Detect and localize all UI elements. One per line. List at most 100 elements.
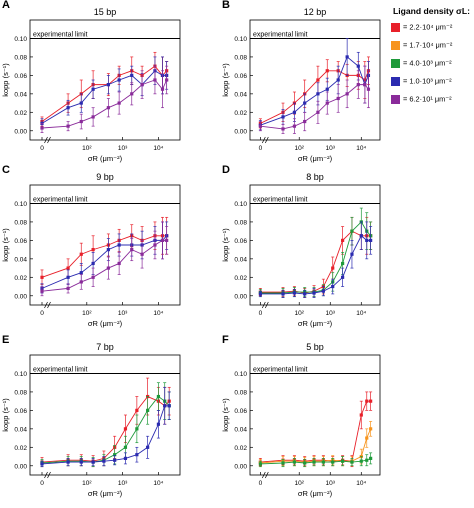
data-point [66,286,70,290]
y-tick-label: 0.10 [14,36,27,43]
data-point [40,275,44,279]
series-2b2bb0 [40,221,169,294]
series-line [41,395,170,463]
axis-break [44,136,48,144]
x-tick-label: 10³ [326,480,336,487]
series-8a2b9a [40,65,169,133]
data-point [165,238,169,242]
legend-item-1: = 2.2·10⁴ μm⁻² [391,22,452,36]
data-point [316,110,320,114]
y-tick-label: 0.04 [234,426,247,433]
data-point [79,252,83,256]
plot-frame [29,184,181,306]
y-axis-label: kopp (s⁻¹) [221,63,230,97]
data-point [292,124,297,128]
series-line [260,400,371,463]
series-2b2bb0 [40,386,171,468]
series-2b2bb0 [258,221,373,298]
data-point [79,271,83,275]
axis-break [47,136,51,144]
x-tick-label: 10² [82,145,92,152]
data-point [369,238,373,242]
x-tick-label: 10⁴ [153,480,163,487]
data-point [146,408,150,412]
data-point [359,413,363,417]
y-tick-label: 0.04 [14,256,27,263]
x-tick-label: 10² [295,310,305,317]
panel-title: 12 bp [304,7,327,17]
data-point [135,427,139,431]
series-2b2bb0 [40,56,169,129]
data-point [292,460,297,464]
data-point [106,266,110,270]
x-tick-label: 0 [259,310,263,317]
y-tick-label: 0.08 [234,54,247,61]
y-tick-label: 0.06 [14,73,27,80]
series-line [260,70,369,124]
series-line [41,65,168,122]
data-point [325,87,329,91]
y-tick-label: 0.00 [14,128,27,135]
series-e8202a [258,216,373,298]
y-tick-label: 0.04 [234,91,247,98]
axis-break [261,136,266,144]
data-point [258,462,262,466]
y-tick-label: 0.00 [14,293,27,300]
y-tick-label: 0.08 [14,54,27,61]
y-tick-label: 0.00 [234,293,247,300]
data-point [156,422,161,426]
data-point [130,92,134,96]
x-axis-label: σR (μm⁻²) [88,489,123,498]
x-tick-label: 10² [295,480,305,487]
data-point [106,106,110,110]
legend-item-2: = 1.7·10⁴ μm⁻² [391,40,452,54]
data-point [91,87,95,91]
data-point [79,460,83,464]
data-point [303,101,307,105]
panel-letter: E [2,334,9,346]
data-point [303,292,307,296]
legend-label: = 2.2·10⁴ μm⁻² [403,22,453,32]
data-point [341,261,345,266]
panel-letter: C [2,164,10,176]
data-point [281,115,285,119]
data-point [91,248,95,252]
y-tick-label: 0.02 [14,275,27,282]
panel-F: F 5 bp experimental limit 0.00 0.02 0.04 0.06 0… [221,334,381,498]
data-point [130,73,134,77]
x-tick-label: 0 [40,480,44,487]
x-tick-label: 10⁴ [356,480,366,487]
data-point [281,461,285,465]
series-line [41,79,168,129]
x-tick-label: 10⁴ [153,145,163,152]
data-point [79,101,83,105]
panel-title: 8 bp [306,172,324,182]
data-point [113,458,117,462]
data-point [40,462,44,466]
x-axis-label: σR (μm⁻²) [88,154,123,163]
legend: Ligand density σL: = 2.2·10⁴ μm⁻² = 1.7·… [387,4,474,126]
experimental-limit-label: experimental limit [33,366,88,373]
panel-E: E 7 bp experimental limit 0.00 0.02 0.04 0.06 0… [1,334,181,498]
panel-title: 9 bp [96,172,114,182]
x-tick-label: 10³ [118,145,128,152]
data-point [331,266,335,270]
data-point [303,119,307,124]
y-axis-label: kopp (s⁻¹) [1,228,10,262]
data-point [117,261,121,266]
data-point [123,456,128,460]
y-tick-label: 0.10 [14,201,27,208]
data-point [350,252,354,256]
data-point [365,399,369,403]
data-point [91,261,95,266]
x-axis-label: σR (μm⁻²) [88,319,123,328]
y-tick-label: 0.04 [234,256,247,263]
data-point [281,292,285,296]
data-point [140,83,144,87]
y-tick-label: 0.04 [14,91,27,98]
data-point [91,275,95,279]
experimental-limit-label: experimental limit [33,31,88,38]
data-point [341,238,345,242]
data-point [258,124,262,128]
x-tick-label: 0 [40,145,44,152]
